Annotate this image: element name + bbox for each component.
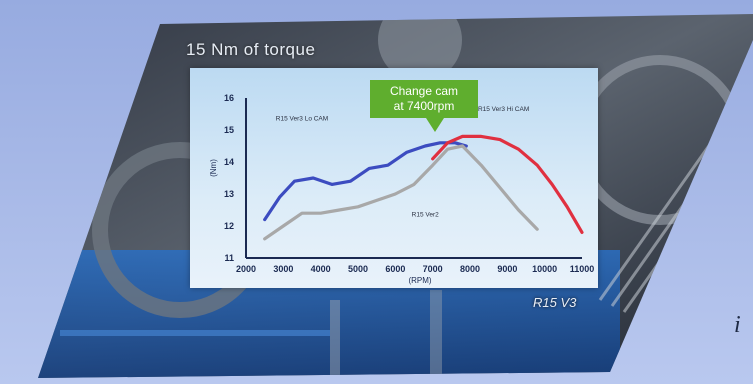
y-tick-label: 15 — [224, 125, 234, 135]
chart-axes — [245, 98, 582, 259]
series-line — [431, 134, 584, 234]
series-line — [263, 141, 468, 222]
callout-arrow-icon — [426, 118, 444, 132]
y-tick-label: 13 — [224, 189, 234, 199]
x-tick-label: 8000 — [460, 264, 480, 274]
torque-chart: 2000 3000 4000 5000 6000 7000 8000 9000 10000 110… — [209, 93, 594, 285]
series-label: R15 Ver3 Hi CAM — [478, 106, 529, 113]
headline-text: 15 Nm of torque — [186, 40, 316, 59]
x-tick-label: 4000 — [311, 264, 331, 274]
x-tick-label: 5000 — [348, 264, 368, 274]
x-tick-label: 6000 — [385, 264, 405, 274]
series-label: R15 Ver2 — [412, 211, 439, 218]
brand-mark: i — [734, 312, 741, 338]
x-axis-title: (RPM) — [408, 276, 431, 285]
x-tick-label: 10000 — [532, 264, 557, 274]
y-tick-label: 14 — [224, 157, 234, 167]
x-tick-label: 9000 — [497, 264, 517, 274]
x-tick-label: 7000 — [423, 264, 443, 274]
model-badge-text: R15 V3 — [533, 295, 577, 310]
cam-change-callout: Change cam at 7400rpm — [370, 80, 478, 118]
x-tick-label: 3000 — [273, 264, 293, 274]
y-tick-label: 16 — [224, 93, 234, 103]
series-line — [263, 144, 539, 241]
chart-labels: 2000 3000 4000 5000 6000 7000 8000 9000 10000 110… — [209, 93, 594, 285]
y-tick-label: 12 — [224, 221, 234, 231]
y-axis-title: (Nm) — [209, 159, 218, 177]
chart-series — [263, 134, 584, 241]
x-tick-label: 11000 — [570, 264, 595, 274]
series-label: R15 Ver3 Lo CAM — [276, 115, 328, 122]
callout-line-1: Change cam — [389, 84, 459, 98]
y-tick-label: 11 — [224, 253, 234, 263]
x-tick-label: 2000 — [236, 264, 256, 274]
callout-line-2: at 7400rpm — [393, 99, 455, 113]
